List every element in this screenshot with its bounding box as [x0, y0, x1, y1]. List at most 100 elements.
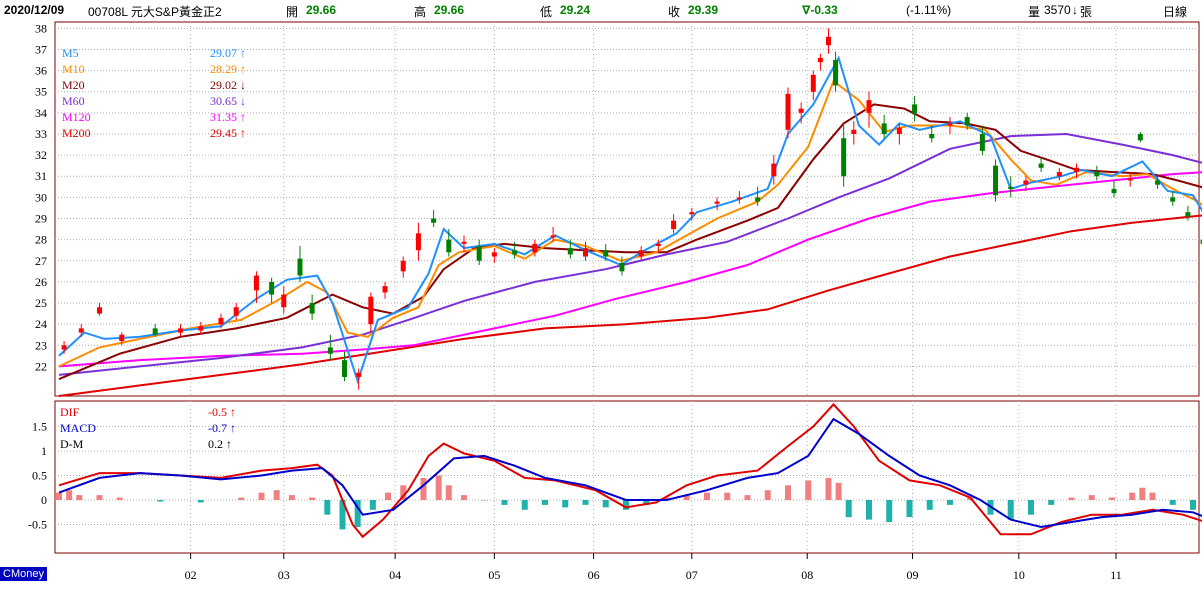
- macd-histogram-bar: [1169, 500, 1176, 505]
- macd-histogram-bar: [825, 477, 832, 500]
- candle-body: [912, 104, 918, 113]
- candle-body: [491, 252, 497, 257]
- low-label: 低: [540, 5, 553, 19]
- macd-legend-name: DIF: [60, 405, 80, 419]
- quote-header: 2020/12/09 00708L 元大S&P黃金正2 開 29.66 高 29…: [0, 0, 1202, 22]
- ma-legend-name: M60: [62, 94, 85, 108]
- change-value: ∇-0.33: [802, 3, 838, 17]
- macd-histogram-bar: [339, 500, 346, 530]
- candle-body: [198, 326, 204, 331]
- macd-histogram-bar: [258, 492, 265, 500]
- price-y-tick: 38: [35, 21, 47, 35]
- macd-histogram-bar: [56, 492, 62, 500]
- candle-body: [297, 258, 303, 276]
- macd-y-tick: -0.5: [28, 518, 47, 532]
- candle-body: [400, 260, 406, 272]
- candle-body: [929, 133, 935, 139]
- macd-histogram-bar: [835, 482, 842, 500]
- macd-histogram-bar: [602, 500, 609, 508]
- open-value: 29.66: [306, 3, 337, 17]
- macd-legend-value: -0.5 ↑: [208, 405, 236, 419]
- candle-body: [817, 57, 823, 63]
- candle-body: [896, 127, 902, 134]
- low-value: 29.24: [560, 3, 591, 17]
- macd-histogram-bar: [541, 500, 548, 505]
- x-month-label: 05: [488, 568, 500, 582]
- quote-code-name: 00708L 元大S&P黃金正2: [88, 5, 222, 19]
- macd-legend-value: -0.7 ↑: [208, 421, 236, 435]
- macd-histogram-bar: [805, 480, 812, 500]
- candle-body: [979, 133, 985, 151]
- volume-value: 3570: [1044, 3, 1071, 17]
- price-y-tick: 30: [35, 190, 47, 204]
- candle-body: [771, 163, 777, 177]
- ma-legend-value: 29.02 ↓: [210, 78, 246, 92]
- price-y-tick: 31: [35, 169, 47, 183]
- macd-histogram-bar: [926, 500, 933, 510]
- macd-histogram-bar: [906, 500, 913, 518]
- candle-body: [382, 286, 388, 293]
- price-y-tick: 22: [35, 359, 47, 373]
- candle-body: [253, 275, 259, 291]
- macd-histogram-bar: [288, 495, 295, 500]
- macd-histogram-bar: [76, 495, 83, 500]
- candle-body: [671, 220, 677, 230]
- candle-body: [1137, 133, 1143, 141]
- candle-body: [1008, 186, 1014, 189]
- macd-legend-value: 0.2 ↑: [208, 437, 232, 451]
- ma-legend-value: 28.29 ↑: [210, 62, 246, 76]
- macd-histogram-bar: [385, 492, 392, 500]
- candle-body: [233, 307, 239, 316]
- candle-body: [461, 241, 467, 244]
- macd-histogram-bar: [582, 500, 589, 505]
- macd-histogram-bar: [946, 500, 953, 505]
- macd-y-tick: 1.5: [32, 420, 47, 434]
- macd-histogram-bar: [865, 500, 872, 520]
- ma-legend-name: M120: [62, 110, 91, 124]
- volume-unit: 張: [1080, 5, 1093, 19]
- price-y-tick: 34: [35, 106, 47, 120]
- candle-body: [512, 250, 518, 255]
- candle-body: [866, 100, 872, 113]
- candle-body: [119, 334, 125, 342]
- macd-histogram-bar: [369, 500, 376, 510]
- ma-legend-value: 29.07 ↑: [210, 46, 246, 60]
- ma-line-m60: [58, 132, 1202, 376]
- candle-body: [736, 197, 742, 200]
- candle-body: [415, 233, 421, 251]
- candle-body: [1155, 180, 1161, 185]
- candle-body: [1023, 180, 1029, 185]
- x-month-label: 04: [389, 568, 401, 582]
- period-label[interactable]: 日線: [1163, 5, 1188, 19]
- candle-body: [218, 317, 224, 325]
- candle-body: [798, 108, 804, 113]
- brand-logo: CMoney: [0, 567, 47, 581]
- ma-line-m120: [58, 171, 1202, 368]
- candle-body: [689, 212, 695, 215]
- macd-histogram-bar: [784, 485, 791, 500]
- price-y-tick: 37: [35, 42, 47, 56]
- macd-y-tick: 0: [41, 493, 47, 507]
- candle-body: [342, 360, 348, 377]
- price-y-tick: 28: [35, 233, 47, 247]
- volume-label: 量: [1028, 5, 1041, 19]
- candle-body: [1185, 212, 1191, 217]
- macd-series-dif: [58, 402, 1202, 539]
- candle-body: [841, 138, 847, 177]
- ma-legend-value: 30.65 ↓: [210, 94, 246, 108]
- macd-histogram-bar: [845, 500, 852, 518]
- price-y-tick: 23: [35, 338, 47, 352]
- ma-legend-name: M10: [62, 62, 85, 76]
- x-month-label: 06: [588, 568, 600, 582]
- price-y-tick: 35: [35, 85, 47, 99]
- macd-histogram-bar: [1068, 497, 1075, 500]
- candle-body: [825, 36, 831, 46]
- close-value: 29.39: [688, 3, 719, 17]
- ma-line-m5: [58, 55, 1202, 385]
- ma-legend-name: M20: [62, 78, 85, 92]
- candle-body: [993, 165, 999, 196]
- ma-legend-name: M200: [62, 126, 91, 140]
- close-label: 收: [668, 5, 681, 19]
- price-y-tick: 26: [35, 275, 47, 289]
- macd-histogram-bar: [116, 497, 123, 500]
